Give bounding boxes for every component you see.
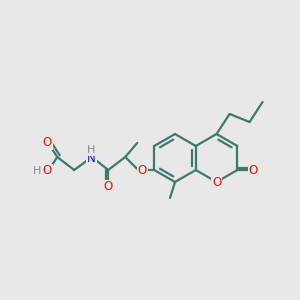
Text: O: O (43, 136, 52, 149)
Text: H: H (87, 145, 95, 155)
Text: N: N (87, 152, 96, 166)
Text: O: O (103, 181, 113, 194)
Text: O: O (212, 176, 221, 188)
Text: O: O (138, 164, 147, 176)
Text: O: O (249, 164, 258, 176)
Text: H: H (33, 166, 41, 176)
Text: O: O (43, 164, 52, 178)
